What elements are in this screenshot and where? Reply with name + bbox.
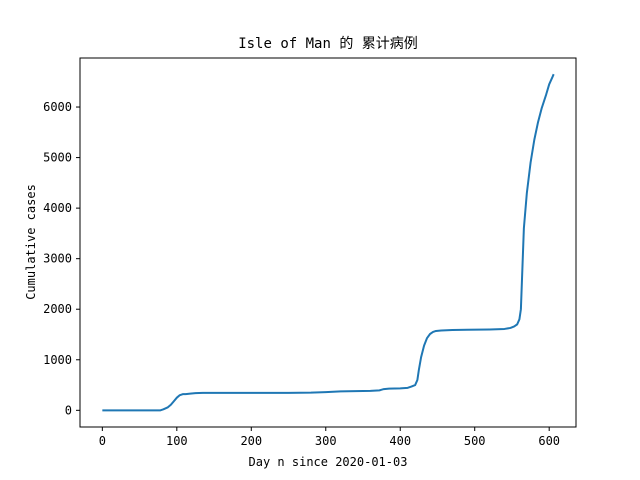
x-tick-label: 100 [166,434,188,448]
y-tick-label: 3000 [43,252,72,266]
x-axis-label: Day n since 2020-01-03 [249,455,408,469]
y-tick-label: 0 [65,403,72,417]
x-tick-label: 600 [538,434,560,448]
y-tick-label: 4000 [43,201,72,215]
x-tick-label: 0 [99,434,106,448]
x-axis: 0 100 200 300 400 500 600 [99,427,560,448]
series-layer [102,73,555,412]
series-line [102,73,555,412]
x-tick-label: 500 [464,434,486,448]
y-axis: 0 1000 2000 3000 4000 5000 6000 [43,100,80,417]
x-tick-label: 400 [389,434,411,448]
plot-frame [79,57,577,428]
y-tick-label: 5000 [43,151,72,165]
x-tick-label: 300 [315,434,337,448]
y-tick-label: 6000 [43,100,72,114]
y-tick-label: 2000 [43,302,72,316]
y-axis-label: Cumulative cases [24,184,38,300]
y-tick-label: 1000 [43,353,72,367]
chart-title: Isle of Man 的 累计病例 [238,36,418,52]
x-tick-label: 200 [240,434,262,448]
plot-background [80,58,576,427]
